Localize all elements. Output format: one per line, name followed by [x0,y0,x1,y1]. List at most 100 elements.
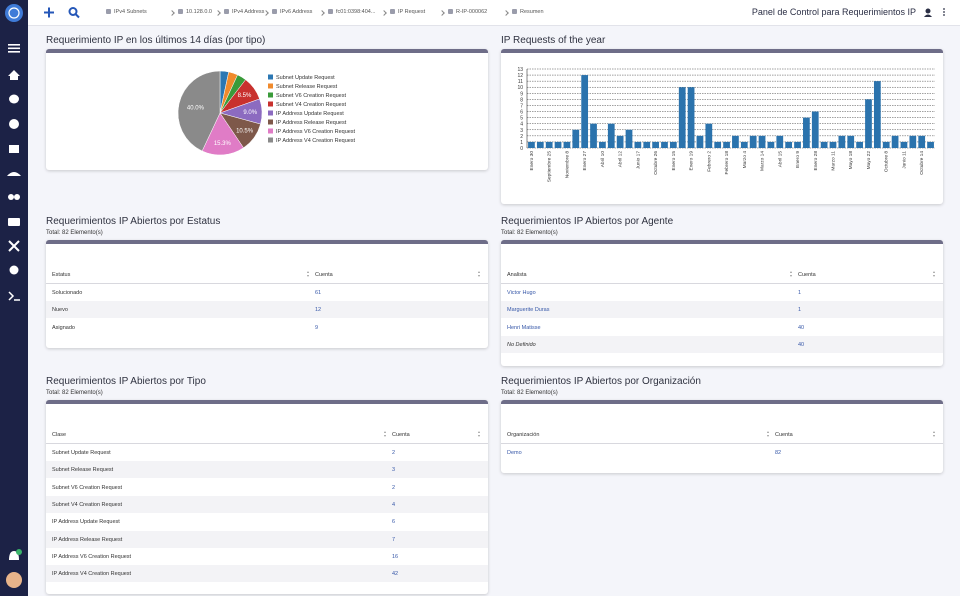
row-count[interactable]: 42 [392,571,399,578]
legend-swatch [268,110,273,116]
bar-card: 0 1 2 3 4 5 6 7 8 9 10 11 12 13 Enero 30 Septiembre 25 N… [501,49,943,204]
breadcrumb-icon [224,9,229,14]
y-tick-label: 4 [520,122,523,128]
breadcrumb[interactable]: fc01:0398:404... [336,9,376,15]
cloud-icon[interactable] [7,172,21,176]
legend-swatch [268,74,273,80]
bar [696,135,704,148]
row-count[interactable]: 9 [315,324,319,331]
bar [581,75,589,148]
add-button[interactable] [44,7,54,18]
terminal-icon[interactable] [8,291,20,301]
column-header: Organización [507,432,540,438]
table-card: Organización Cuenta Demo 82 [501,400,943,473]
table-card: Analista Cuenta Victor Hugo 1 Marguerite Dur… [501,240,943,366]
toolbar-icons [44,7,80,19]
row-label[interactable]: Demo [507,450,522,456]
x-tick-label: Febrero 18 [724,151,730,175]
legend-label: IP Address Release Request [276,120,347,126]
row-label: Subnet Update Request [52,450,111,456]
table-header: Estatus Cuenta [46,266,488,284]
bar [838,135,846,148]
database-icon[interactable] [9,94,19,104]
slice-label: 40.0% [187,106,205,112]
search-button[interactable] [68,7,78,16]
bar [758,135,766,148]
row-count[interactable]: 2 [392,450,396,456]
network-icon[interactable] [9,145,19,153]
breadcrumb[interactable]: IPv4 Address [232,9,265,15]
table-row: Subnet V6 Creation Request 2 [46,479,488,496]
users-icon[interactable] [8,194,14,200]
row-count[interactable]: 16 [392,553,399,560]
row-label: No Definido [507,341,536,348]
menu-icon[interactable] [8,44,20,46]
menu-icon [8,51,20,53]
bar [767,141,775,148]
breadcrumb-icon [106,9,111,14]
user-icon[interactable] [925,8,931,14]
row-count[interactable]: 82 [775,450,782,456]
row-label: Subnet Release Request [52,467,114,474]
row-count[interactable]: 4 [392,501,396,508]
bar [652,141,659,148]
tools-icon[interactable] [8,240,20,252]
breadcrumb[interactable]: IPv4 Subnets [114,9,147,15]
breadcrumb-icon [390,9,395,14]
bar [785,141,793,148]
bar [856,141,863,148]
settings-icon[interactable] [9,265,19,275]
avatar[interactable] [6,572,22,588]
y-tick-label: 1 [520,140,523,146]
x-tick-label: Septiembre 25 [547,151,553,183]
slice-label: 10.5% [236,129,254,135]
y-tick-label: 6 [520,110,523,116]
row-label[interactable]: Marguerite Duras [507,307,550,314]
row-count[interactable]: 1 [798,290,802,296]
pie-slice [201,112,244,156]
breadcrumb[interactable]: R-IP-000062 [456,9,488,15]
panel-total: Total: 82 Elemento(s) [501,390,558,396]
bar [528,141,535,148]
row-count[interactable]: 61 [315,290,322,296]
logo[interactable] [5,4,23,22]
breadcrumb[interactable]: IPv6 Address [280,9,313,15]
breadcrumb[interactable]: Resumen [520,9,544,15]
bar [599,141,606,148]
y-tick-label: 12 [517,73,523,79]
folder-icon[interactable] [8,218,20,226]
row-count[interactable]: 1 [798,307,802,314]
row-count[interactable]: 6 [392,519,396,526]
bar [536,141,544,148]
row-count[interactable]: 3 [392,467,396,474]
x-tick-label: Enero 27 [582,151,588,171]
panel-title: Requerimiento IP en los últimos 14 días … [46,35,266,46]
breadcrumb[interactable]: 10.128.0.0 [186,9,212,15]
row-count[interactable]: 40 [798,341,805,348]
row-count[interactable]: 2 [392,484,396,491]
table-header: Organización Cuenta [501,426,943,444]
row-count[interactable]: 40 [798,324,805,331]
sort-up [307,271,309,273]
breadcrumb[interactable]: IP Request [398,9,426,15]
legend-swatch [268,119,273,125]
breadcrumb-separator [503,10,509,16]
table-row: Demo 82 [501,444,943,461]
x-tick-label: Octubre 8 [884,151,890,172]
row-count[interactable]: 12 [315,307,322,314]
globe-icon[interactable] [9,119,19,129]
x-tick-label: Mayo 18 [848,151,854,170]
row-label: Nuevo [52,307,68,314]
row-count[interactable]: 7 [392,536,396,543]
x-tick-label: Marzo 11 [831,151,837,171]
sort-down [307,275,309,277]
home-icon[interactable] [8,70,20,80]
table-card: Clase Cuenta Subnet Update Request 2 Subnet … [46,400,488,594]
y-tick-label: 11 [518,79,523,85]
row-label[interactable]: Henri Matisse [507,324,541,331]
sort-down [478,435,480,437]
sort-up [478,431,480,433]
kebab[interactable] [943,8,945,10]
row-label[interactable]: Victor Hugo [507,290,536,296]
breadcrumb-separator [215,10,221,16]
